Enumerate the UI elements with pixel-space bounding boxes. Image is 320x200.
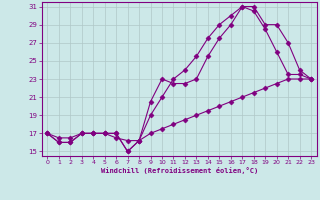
X-axis label: Windchill (Refroidissement éolien,°C): Windchill (Refroidissement éolien,°C) bbox=[100, 167, 258, 174]
